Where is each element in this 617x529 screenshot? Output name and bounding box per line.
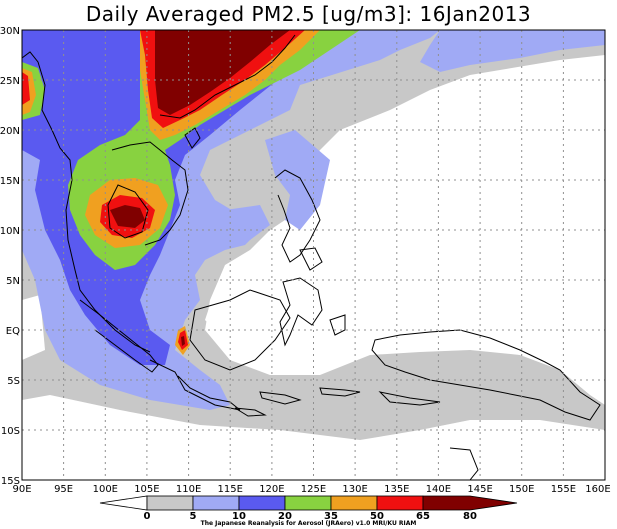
lon-axis: 90E 95E 100E 105E 110E 115E 120E 125E 13…: [12, 484, 610, 495]
lat-tick: 15S: [1, 476, 20, 487]
lat-tick: 20N: [0, 126, 20, 137]
lat-tick: 5N: [6, 276, 20, 287]
lat-tick: EQ: [6, 326, 20, 337]
credit-line: The Japanese Reanalysis for Aerosol (JRA…: [200, 520, 417, 527]
gridlines: [22, 30, 605, 480]
lat-tick: 25N: [0, 76, 20, 87]
lat-tick: 10N: [0, 226, 20, 237]
lat-tick: 10S: [1, 426, 20, 437]
lat-tick: 15N: [0, 176, 20, 187]
colorbar: 0 5 10 20 35 50 65 80: [99, 495, 518, 522]
colorbar-swatch: [146, 495, 194, 511]
colorbar-swatch: [192, 495, 240, 511]
colorbar-swatch: [238, 495, 286, 511]
colorbar-swatch: [376, 495, 424, 511]
lon-tick: 125E: [301, 484, 326, 495]
level-above-80: [110, 30, 290, 346]
colorbar-label: 80: [463, 511, 477, 522]
lon-tick: 110E: [176, 484, 201, 495]
colorbar-label: 5: [190, 511, 197, 522]
lon-tick: 95E: [54, 484, 73, 495]
map-frame: [21, 29, 606, 481]
colorbar-label: 20: [278, 511, 292, 522]
lon-tick: 135E: [384, 484, 409, 495]
lon-tick: 115E: [217, 484, 242, 495]
lon-tick: 100E: [93, 484, 118, 495]
lon-tick: 160E: [585, 484, 610, 495]
lat-axis: 30N 25N 20N 15N 10N 5N EQ 5S 10S 15S: [0, 26, 20, 487]
colorbar-swatch: [284, 495, 332, 511]
lon-tick: 120E: [259, 484, 284, 495]
lon-tick: 90E: [12, 484, 31, 495]
lat-tick: 30N: [0, 26, 20, 37]
lon-tick: 155E: [551, 484, 576, 495]
colorbar-swatch: [330, 495, 378, 511]
lat-tick: 5S: [7, 376, 20, 387]
concentration-field: [22, 30, 605, 480]
colorbar-label: 65: [416, 511, 430, 522]
colorbar-label: 35: [324, 511, 338, 522]
colorbar-swatch: [422, 495, 518, 511]
lon-tick: 150E: [509, 484, 534, 495]
lon-tick: 140E: [426, 484, 451, 495]
coastlines: [22, 34, 601, 480]
map-title: Daily Averaged PM2.5 [ug/m3]: 16Jan2013: [85, 2, 532, 26]
lon-tick: 105E: [134, 484, 159, 495]
colorbar-label: 0: [144, 511, 151, 522]
colorbar-label: 50: [370, 511, 384, 522]
lon-tick: 145E: [467, 484, 492, 495]
lon-tick: 130E: [342, 484, 367, 495]
clean-air: [22, 68, 605, 480]
colorbar-swatch: [99, 495, 148, 511]
colorbar-label: 10: [232, 511, 246, 522]
